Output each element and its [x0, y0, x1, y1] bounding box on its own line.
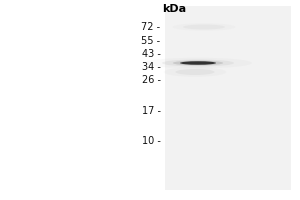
- Ellipse shape: [172, 23, 236, 31]
- Text: 43 -: 43 -: [142, 49, 160, 59]
- Ellipse shape: [144, 58, 252, 68]
- Text: 55 -: 55 -: [141, 36, 160, 46]
- FancyBboxPatch shape: [165, 6, 291, 190]
- Ellipse shape: [176, 69, 214, 75]
- Ellipse shape: [183, 24, 225, 29]
- Ellipse shape: [162, 59, 234, 67]
- Text: 17 -: 17 -: [142, 106, 160, 116]
- Ellipse shape: [180, 61, 216, 65]
- Text: 34 -: 34 -: [142, 62, 160, 72]
- Text: 72 -: 72 -: [141, 22, 160, 32]
- Text: 10 -: 10 -: [142, 136, 160, 146]
- Ellipse shape: [173, 61, 223, 65]
- Text: kDa: kDa: [162, 4, 186, 14]
- Text: 26 -: 26 -: [142, 75, 160, 85]
